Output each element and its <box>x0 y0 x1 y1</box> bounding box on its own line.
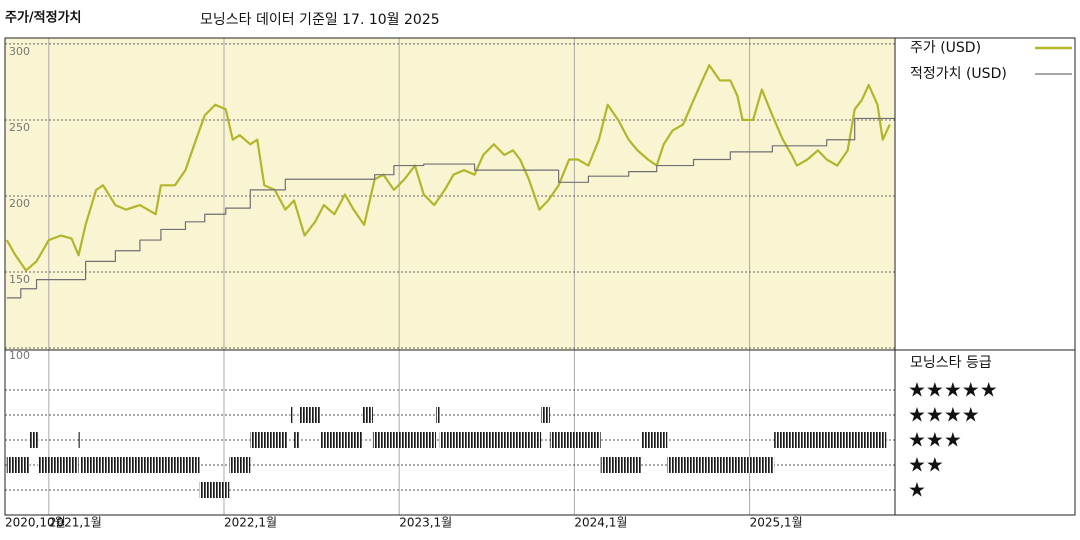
y-tick-label: 100 <box>9 349 30 362</box>
x-tick-label: 2023,1월 <box>399 516 452 530</box>
rating-bar <box>199 482 230 498</box>
rating-bar <box>80 457 200 473</box>
rating-bar <box>6 457 30 473</box>
y-tick-label: 150 <box>9 273 30 286</box>
legend-label: 주가 (USD) <box>910 40 981 56</box>
rating-bar <box>250 432 288 448</box>
rating-bar <box>774 432 887 448</box>
rating-bar <box>229 457 251 473</box>
rating-bar <box>439 432 542 448</box>
rating-bar <box>29 432 39 448</box>
rating-bar <box>640 432 668 448</box>
subtitle: 모닝스타 데이터 기준일 17. 10월 2025 <box>200 12 440 28</box>
rating-legend: ★★ <box>908 453 944 477</box>
rating-bar <box>299 407 321 423</box>
rating-bar <box>600 457 641 473</box>
x-tick-label: 2020,10월 <box>5 516 66 530</box>
legend-label: 적정가치 (USD) <box>910 66 1007 82</box>
y-tick-label: 200 <box>9 197 30 210</box>
frame <box>4 37 1076 516</box>
x-tick-label: 2022,1월 <box>224 516 277 530</box>
title: 주가/적정가치 <box>5 10 82 26</box>
rating-bar <box>667 457 775 473</box>
rating-bar <box>38 457 79 473</box>
x-tick-label: 2024,1월 <box>574 516 627 530</box>
x-tick-label: 2025,1월 <box>750 516 803 530</box>
rating-bar <box>290 407 293 423</box>
price-line <box>5 64 891 272</box>
rating-bar <box>372 432 436 448</box>
x-tick-label: 2021,1월 <box>49 516 102 530</box>
fair-value-line <box>6 117 895 299</box>
plot-background <box>5 38 895 350</box>
y-tick-label: 250 <box>9 121 30 134</box>
rating-legend: ★★★ <box>908 428 962 452</box>
rating-legend: ★ <box>908 478 926 502</box>
rating-legend: ★★★★ <box>908 403 980 427</box>
rating-title: 모닝스타 등급 <box>910 355 992 371</box>
rating-bar <box>78 432 81 448</box>
y-tick-label: 300 <box>9 45 30 58</box>
rating-bar <box>362 407 373 423</box>
rating-bar <box>435 407 440 423</box>
rating-bar <box>549 432 601 448</box>
rating-bar <box>320 432 363 448</box>
rating-legend: ★★★★★ <box>908 378 998 402</box>
rating-bar <box>541 407 550 423</box>
rating-bar <box>294 432 300 448</box>
